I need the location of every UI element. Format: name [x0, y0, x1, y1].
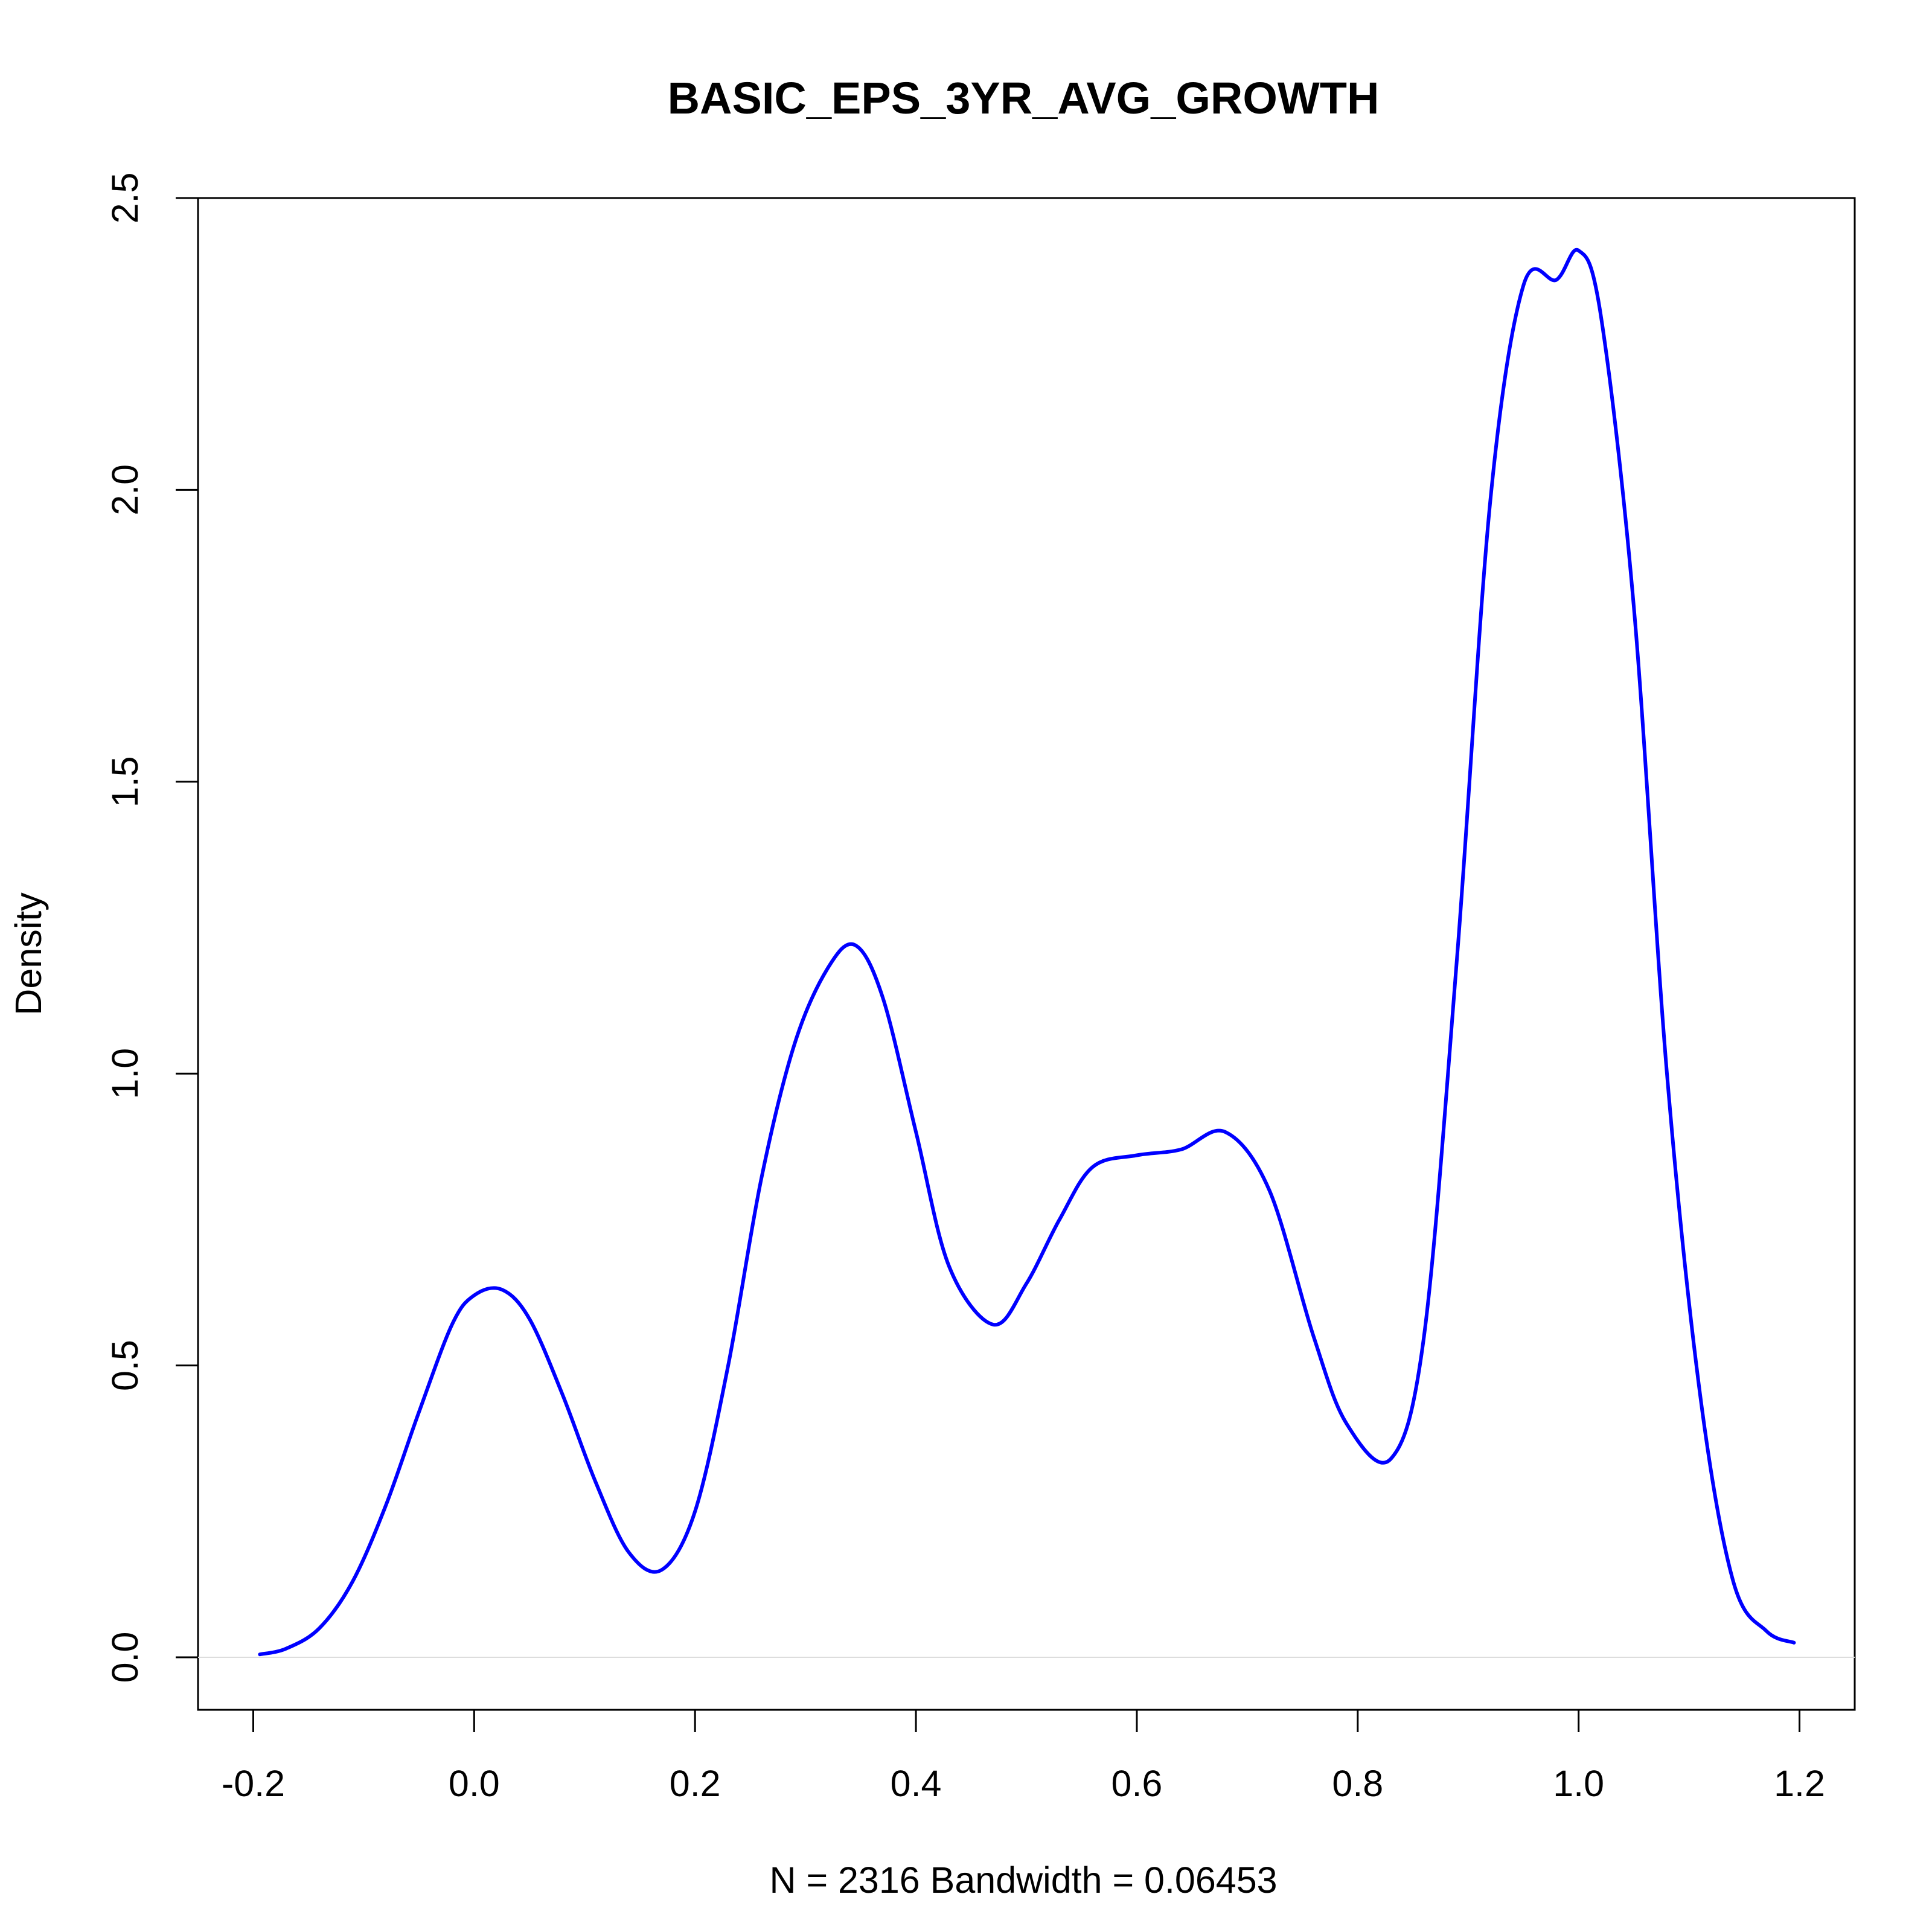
y-tick-label: 1.0 [104, 1048, 146, 1099]
x-axis: -0.2 0.0 0.2 0.4 0.6 0.8 1.0 1.2 [222, 1709, 1825, 1804]
density-curve [258, 248, 1796, 1657]
y-tick-label: 0.5 [104, 1340, 146, 1391]
x-tick-label: 1.0 [1553, 1763, 1604, 1804]
plot-frame [197, 197, 1856, 1711]
x-tick-label: 0.0 [449, 1763, 500, 1804]
x-tick-label: -0.2 [222, 1763, 285, 1804]
x-tick-label: 0.4 [891, 1763, 942, 1804]
y-tick-label: 0.0 [104, 1632, 146, 1683]
x-tick-label: 1.2 [1774, 1763, 1825, 1804]
y-tick-label: 1.5 [104, 756, 146, 807]
series-layer [258, 248, 1796, 1657]
y-axis-label: Density [8, 892, 49, 1016]
y-axis: 0.0 0.5 1.0 1.5 2.0 2.5 [104, 173, 199, 1683]
x-tick-label: 0.8 [1332, 1763, 1383, 1804]
y-tick-label: 2.0 [104, 464, 146, 516]
y-tick-label: 2.5 [104, 173, 146, 224]
chart-title: BASIC_EPS_3YR_AVG_GROWTH [668, 73, 1380, 123]
x-tick-label: 0.6 [1112, 1763, 1163, 1804]
x-axis-label: N = 2316 Bandwidth = 0.06453 [769, 1860, 1277, 1901]
x-tick-label: 0.2 [670, 1763, 721, 1804]
